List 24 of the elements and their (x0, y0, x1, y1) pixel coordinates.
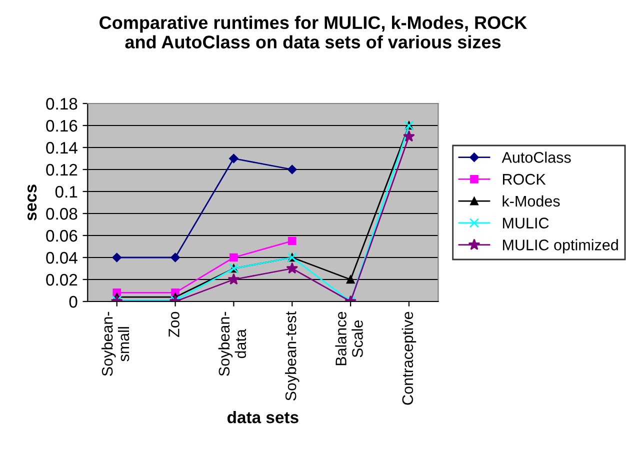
legend-label: ROCK (502, 174, 546, 185)
x-tick-label: Balance Scale (335, 312, 363, 366)
x-tick-label: Soybean- small (102, 312, 130, 376)
x-tick-label: Contraceptive (402, 312, 416, 405)
x-tick-label: Soybean-test (285, 311, 300, 401)
legend-label: MULIC optimized (502, 239, 618, 254)
y-tick-label: 0 (69, 296, 78, 308)
legend-label: k-Modes (502, 195, 560, 207)
y-tick-label: 0.1 (55, 186, 78, 198)
y-axis-title: secs (27, 184, 37, 220)
x-tick-label: Zoo (168, 312, 180, 338)
y-tick-label: 0.08 (46, 208, 78, 220)
y-tick-label: 0.04 (46, 252, 78, 264)
chart-title: Comparative runtimes for MULIC, k-Modes, ROCK and AutoClass on data sets of various sizes (100, 16, 528, 48)
y-tick-label: 0.16 (46, 120, 78, 132)
y-tick-label: 0.06 (46, 230, 78, 242)
y-tick-label: 0.12 (46, 164, 78, 176)
legend-label: AutoClass (502, 152, 571, 163)
y-tick-label: 0.14 (46, 142, 78, 154)
y-tick-label: 0.02 (46, 274, 78, 286)
legend-label: MULIC (502, 218, 549, 228)
x-axis-title: data sets (227, 411, 298, 424)
x-tick-label: Soybean- data (218, 312, 246, 376)
y-tick-label: 0.18 (46, 98, 78, 110)
